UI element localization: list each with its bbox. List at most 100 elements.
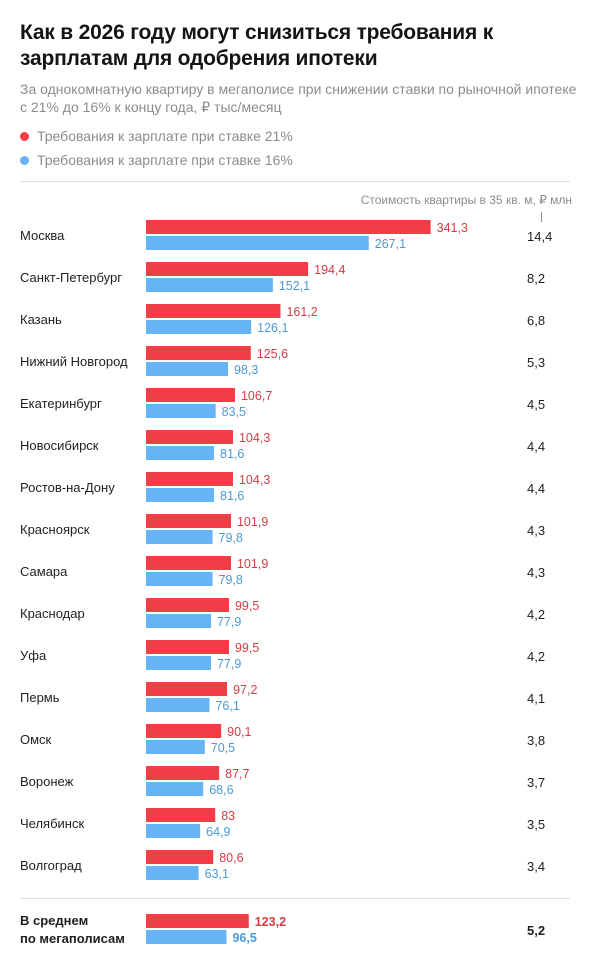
cost-label: 4,3 xyxy=(527,523,545,538)
category-label: Краснодар xyxy=(20,606,85,621)
cost-label: 4,1 xyxy=(527,691,545,706)
category-label: Казань xyxy=(20,312,62,327)
bar-16 xyxy=(146,866,199,880)
bar-21 xyxy=(146,388,235,402)
chart-title: Как в 2026 году могут снизиться требован… xyxy=(20,21,494,70)
bar-16 xyxy=(146,278,273,292)
chart-subtitle: За однокомнатную квартиру в мегаполисе п… xyxy=(20,81,577,115)
value-label-21: 99,5 xyxy=(235,599,259,613)
value-label-16: 81,6 xyxy=(220,447,244,461)
value-label-21: 90,1 xyxy=(227,725,251,739)
bar-21 xyxy=(146,220,431,234)
bar-21 xyxy=(146,346,251,360)
bar-21 xyxy=(146,472,233,486)
category-label: Санкт-Петербург xyxy=(20,270,122,285)
legend-item-16: Требования к зарплате при ставке 16% xyxy=(20,148,293,172)
bar-16 xyxy=(146,782,204,796)
bar-16 xyxy=(146,824,201,838)
bar-16 xyxy=(146,362,228,376)
value-label-16: 83,5 xyxy=(222,405,246,419)
category-label: Новосибирск xyxy=(20,438,99,453)
category-label: Нижний Новгород xyxy=(20,354,128,369)
top-divider xyxy=(20,181,570,182)
cost-header: Стоимость квартиры в 35 кв. м, ₽ млн xyxy=(360,193,572,207)
bar-21 xyxy=(146,640,229,654)
category-label: Красноярск xyxy=(20,522,90,537)
average-bar-16 xyxy=(146,930,227,944)
cost-label: 8,2 xyxy=(527,271,545,286)
average-bar-21 xyxy=(146,914,249,928)
cost-label: 3,7 xyxy=(527,775,545,790)
category-label: Омск xyxy=(20,732,52,747)
cost-label: 6,8 xyxy=(527,313,545,328)
bar-21 xyxy=(146,682,228,696)
value-label-21: 83 xyxy=(221,809,235,823)
cost-label: 4,5 xyxy=(527,397,545,412)
value-label-16: 267,1 xyxy=(375,237,406,251)
value-label-21: 104,3 xyxy=(239,431,270,445)
bar-21 xyxy=(146,556,231,570)
value-label-21: 87,7 xyxy=(225,767,249,781)
value-label-21: 125,6 xyxy=(257,347,288,361)
bar-16 xyxy=(146,530,213,544)
cost-label: 3,5 xyxy=(527,817,545,832)
bar-21 xyxy=(146,598,229,612)
value-label-16: 76,1 xyxy=(215,699,239,713)
cost-label: 14,4 xyxy=(527,229,552,244)
value-label-21: 104,3 xyxy=(239,473,270,487)
value-label-16: 70,5 xyxy=(211,741,235,755)
category-label: Екатеринбург xyxy=(20,396,102,411)
average-label-line2: по мегаполисам xyxy=(20,931,125,946)
cost-label: 4,2 xyxy=(527,607,545,622)
category-label: Челябинск xyxy=(20,816,84,831)
bar-16 xyxy=(146,404,216,418)
value-label-21: 161,2 xyxy=(286,305,317,319)
cost-label: 4,2 xyxy=(527,649,545,664)
legend-label-16: Требования к зарплате при ставке 16% xyxy=(37,152,293,168)
cost-label: 3,4 xyxy=(527,859,545,874)
bar-21 xyxy=(146,850,214,864)
value-label-21: 80,6 xyxy=(219,851,243,865)
bar-16 xyxy=(146,320,252,334)
value-label-16: 79,8 xyxy=(219,573,243,587)
bar-16 xyxy=(146,488,215,502)
category-label: Уфа xyxy=(20,648,47,663)
average-value-16: 96,5 xyxy=(232,931,256,945)
value-label-16: 64,9 xyxy=(206,825,230,839)
cost-label: 4,4 xyxy=(527,481,545,496)
value-label-21: 99,5 xyxy=(235,641,259,655)
legend-label-21: Требования к зарплате при ставке 21% xyxy=(37,128,293,144)
bar-16 xyxy=(146,698,210,712)
category-label: Пермь xyxy=(20,690,60,705)
bar-21 xyxy=(146,304,281,318)
bar-21 xyxy=(146,724,222,738)
value-label-16: 68,6 xyxy=(209,783,233,797)
bar-16 xyxy=(146,656,211,670)
category-label: Воронеж xyxy=(20,774,74,789)
legend-dot-red xyxy=(20,131,29,141)
value-label-21: 101,9 xyxy=(237,557,268,571)
value-label-16: 98,3 xyxy=(234,363,258,377)
value-label-16: 81,6 xyxy=(220,489,244,503)
legend-item-21: Требования к зарплате при ставке 21% xyxy=(20,124,293,148)
cost-header-tick xyxy=(541,212,542,222)
cost-label: 5,3 xyxy=(527,355,545,370)
legend-dot-blue xyxy=(20,155,29,165)
bar-16 xyxy=(146,740,205,754)
bar-16 xyxy=(146,614,211,628)
category-label: Москва xyxy=(20,228,65,243)
value-label-21: 101,9 xyxy=(237,515,268,529)
cost-label: 4,4 xyxy=(527,439,545,454)
legend: Требования к зарплате при ставке 21% Тре… xyxy=(20,124,293,172)
cost-label: 3,8 xyxy=(527,733,545,748)
value-label-21: 106,7 xyxy=(241,389,272,403)
bar-16 xyxy=(146,446,215,460)
value-label-21: 97,2 xyxy=(233,683,257,697)
bar-21 xyxy=(146,514,231,528)
bar-16 xyxy=(146,236,369,250)
bar-21 xyxy=(146,808,216,822)
value-label-16: 63,1 xyxy=(205,867,229,881)
bar-21 xyxy=(146,262,309,276)
value-label-21: 341,3 xyxy=(437,221,468,235)
